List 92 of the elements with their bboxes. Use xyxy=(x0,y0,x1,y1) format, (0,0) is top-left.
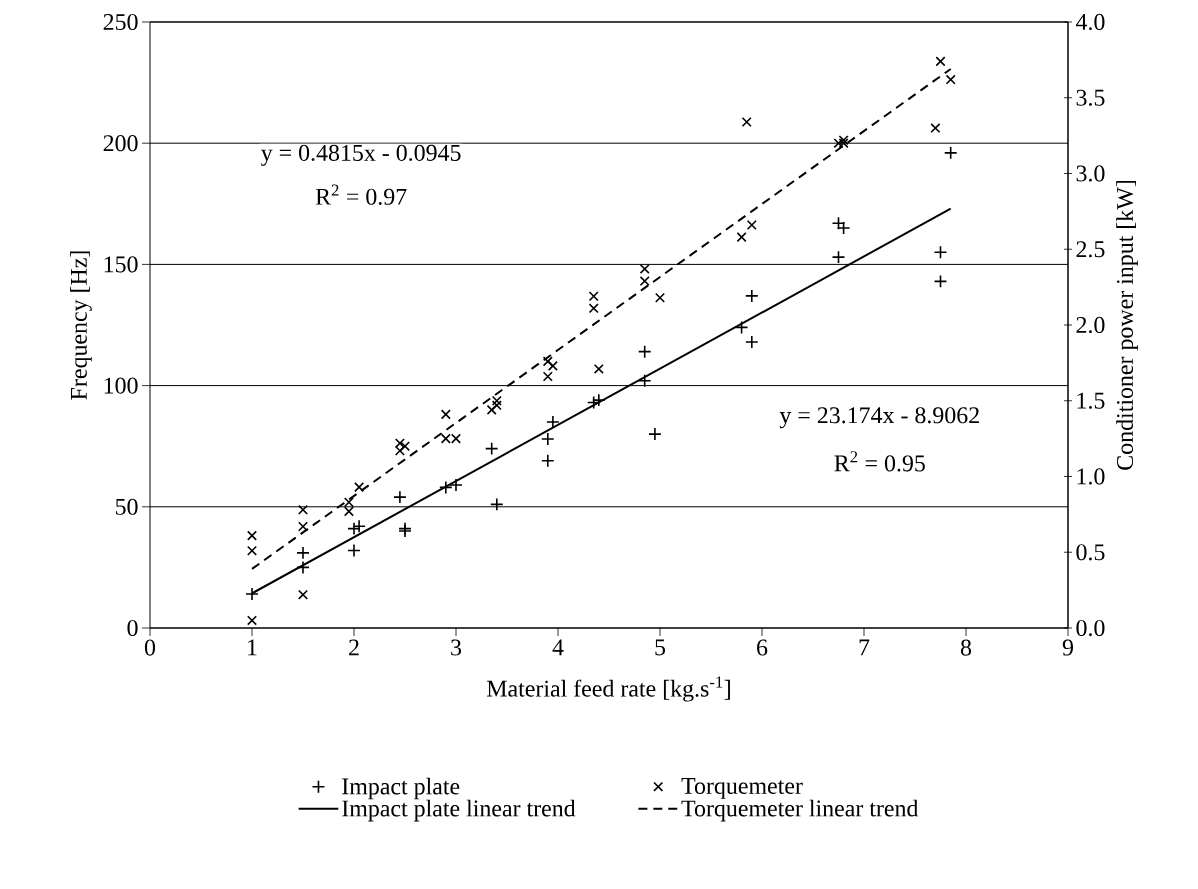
point xyxy=(439,480,453,495)
point xyxy=(343,497,354,508)
legend-label: Impact plate xyxy=(342,777,460,800)
point xyxy=(933,274,948,289)
x-tick-label: 6 xyxy=(757,639,768,656)
point xyxy=(586,395,601,410)
point xyxy=(449,478,463,492)
point xyxy=(746,219,757,231)
point xyxy=(541,453,555,468)
point xyxy=(935,56,946,67)
legend-label: Torquemeter xyxy=(681,778,803,799)
point xyxy=(648,427,662,441)
point xyxy=(490,497,504,512)
x-tick-label: 5 xyxy=(655,639,666,656)
point xyxy=(933,245,948,260)
y-axis-title: Frequency [Hz] xyxy=(70,251,92,400)
point xyxy=(542,356,553,367)
point xyxy=(741,116,752,128)
point xyxy=(637,373,652,388)
annotation: y = 0.4815x - 0.0945 xyxy=(261,144,461,166)
point xyxy=(484,441,499,456)
point xyxy=(297,521,309,532)
y-tick-label: 50 xyxy=(115,498,138,515)
x-tick-label: 0 xyxy=(144,639,156,656)
x-axis-title: Material feed rate [kg.s$^{-1}$] xyxy=(486,676,730,702)
point xyxy=(297,504,309,515)
point xyxy=(546,415,560,429)
annotation: R$^{2}$ = 0.95 xyxy=(834,451,925,472)
point xyxy=(943,146,958,160)
y-tick-label: 250 xyxy=(103,13,138,31)
y2-tick-label: 0.5 xyxy=(1076,544,1105,561)
point xyxy=(440,409,451,420)
point xyxy=(930,123,941,134)
legend-label: Torquemeter linear trend xyxy=(681,799,919,822)
point xyxy=(745,335,759,349)
y2-tick-label: 3.0 xyxy=(1076,165,1105,182)
point xyxy=(945,74,956,85)
point xyxy=(394,445,405,456)
x-tick-label: 1 xyxy=(248,639,257,656)
point xyxy=(352,519,366,533)
y2-tick-label: 3.5 xyxy=(1076,89,1105,106)
point xyxy=(654,292,666,303)
point xyxy=(831,250,846,264)
x-tick-label: 8 xyxy=(960,639,972,656)
point xyxy=(343,506,354,517)
y-tick-label: 100 xyxy=(104,377,138,394)
point xyxy=(736,232,747,243)
point xyxy=(393,490,407,504)
point xyxy=(296,546,310,560)
x-tick-label: 3 xyxy=(451,639,462,656)
y-tick-label: 150 xyxy=(104,256,138,273)
point xyxy=(347,543,361,558)
point xyxy=(399,441,411,452)
point xyxy=(541,432,555,446)
y2-tick-label: 1.0 xyxy=(1077,468,1105,485)
y2-tick-label: 1.5 xyxy=(1077,392,1105,409)
point xyxy=(354,482,365,493)
point xyxy=(296,560,310,575)
point xyxy=(297,589,309,600)
point xyxy=(246,530,258,541)
point xyxy=(491,400,502,411)
y2-tick-label: 4.0 xyxy=(1075,13,1105,31)
point xyxy=(734,320,749,335)
point xyxy=(637,344,652,359)
point xyxy=(745,289,759,303)
point xyxy=(246,615,258,626)
x-tick-label: 9 xyxy=(1062,639,1073,656)
annotation: y = 23.174x - 8.9062 xyxy=(779,407,979,429)
y-tick-label: 200 xyxy=(103,135,138,152)
x-tick-label: 4 xyxy=(552,639,564,656)
y-tick-label: 0 xyxy=(127,619,138,637)
point xyxy=(491,395,502,406)
x-tick-label: 2 xyxy=(349,639,359,656)
point xyxy=(593,363,604,374)
point xyxy=(639,276,650,287)
point xyxy=(394,438,405,449)
point xyxy=(542,371,553,382)
y2-axis-title: Conditioner power input [kW] xyxy=(1116,180,1138,470)
y2-tick-label: 2.5 xyxy=(1076,241,1105,258)
y2-tick-label: 2.0 xyxy=(1076,316,1105,334)
point xyxy=(246,545,258,556)
point xyxy=(347,521,361,536)
point xyxy=(547,360,558,371)
annotation: R$^{2}$ = 0.97 xyxy=(315,184,407,205)
point xyxy=(639,263,650,274)
point xyxy=(588,291,599,302)
point xyxy=(245,587,259,601)
x-tick-label: 7 xyxy=(859,639,870,656)
point xyxy=(588,303,599,314)
y2-tick-label: 0.0 xyxy=(1076,619,1105,637)
legend-label: Impact plate linear trend xyxy=(342,799,576,822)
point xyxy=(486,404,497,415)
